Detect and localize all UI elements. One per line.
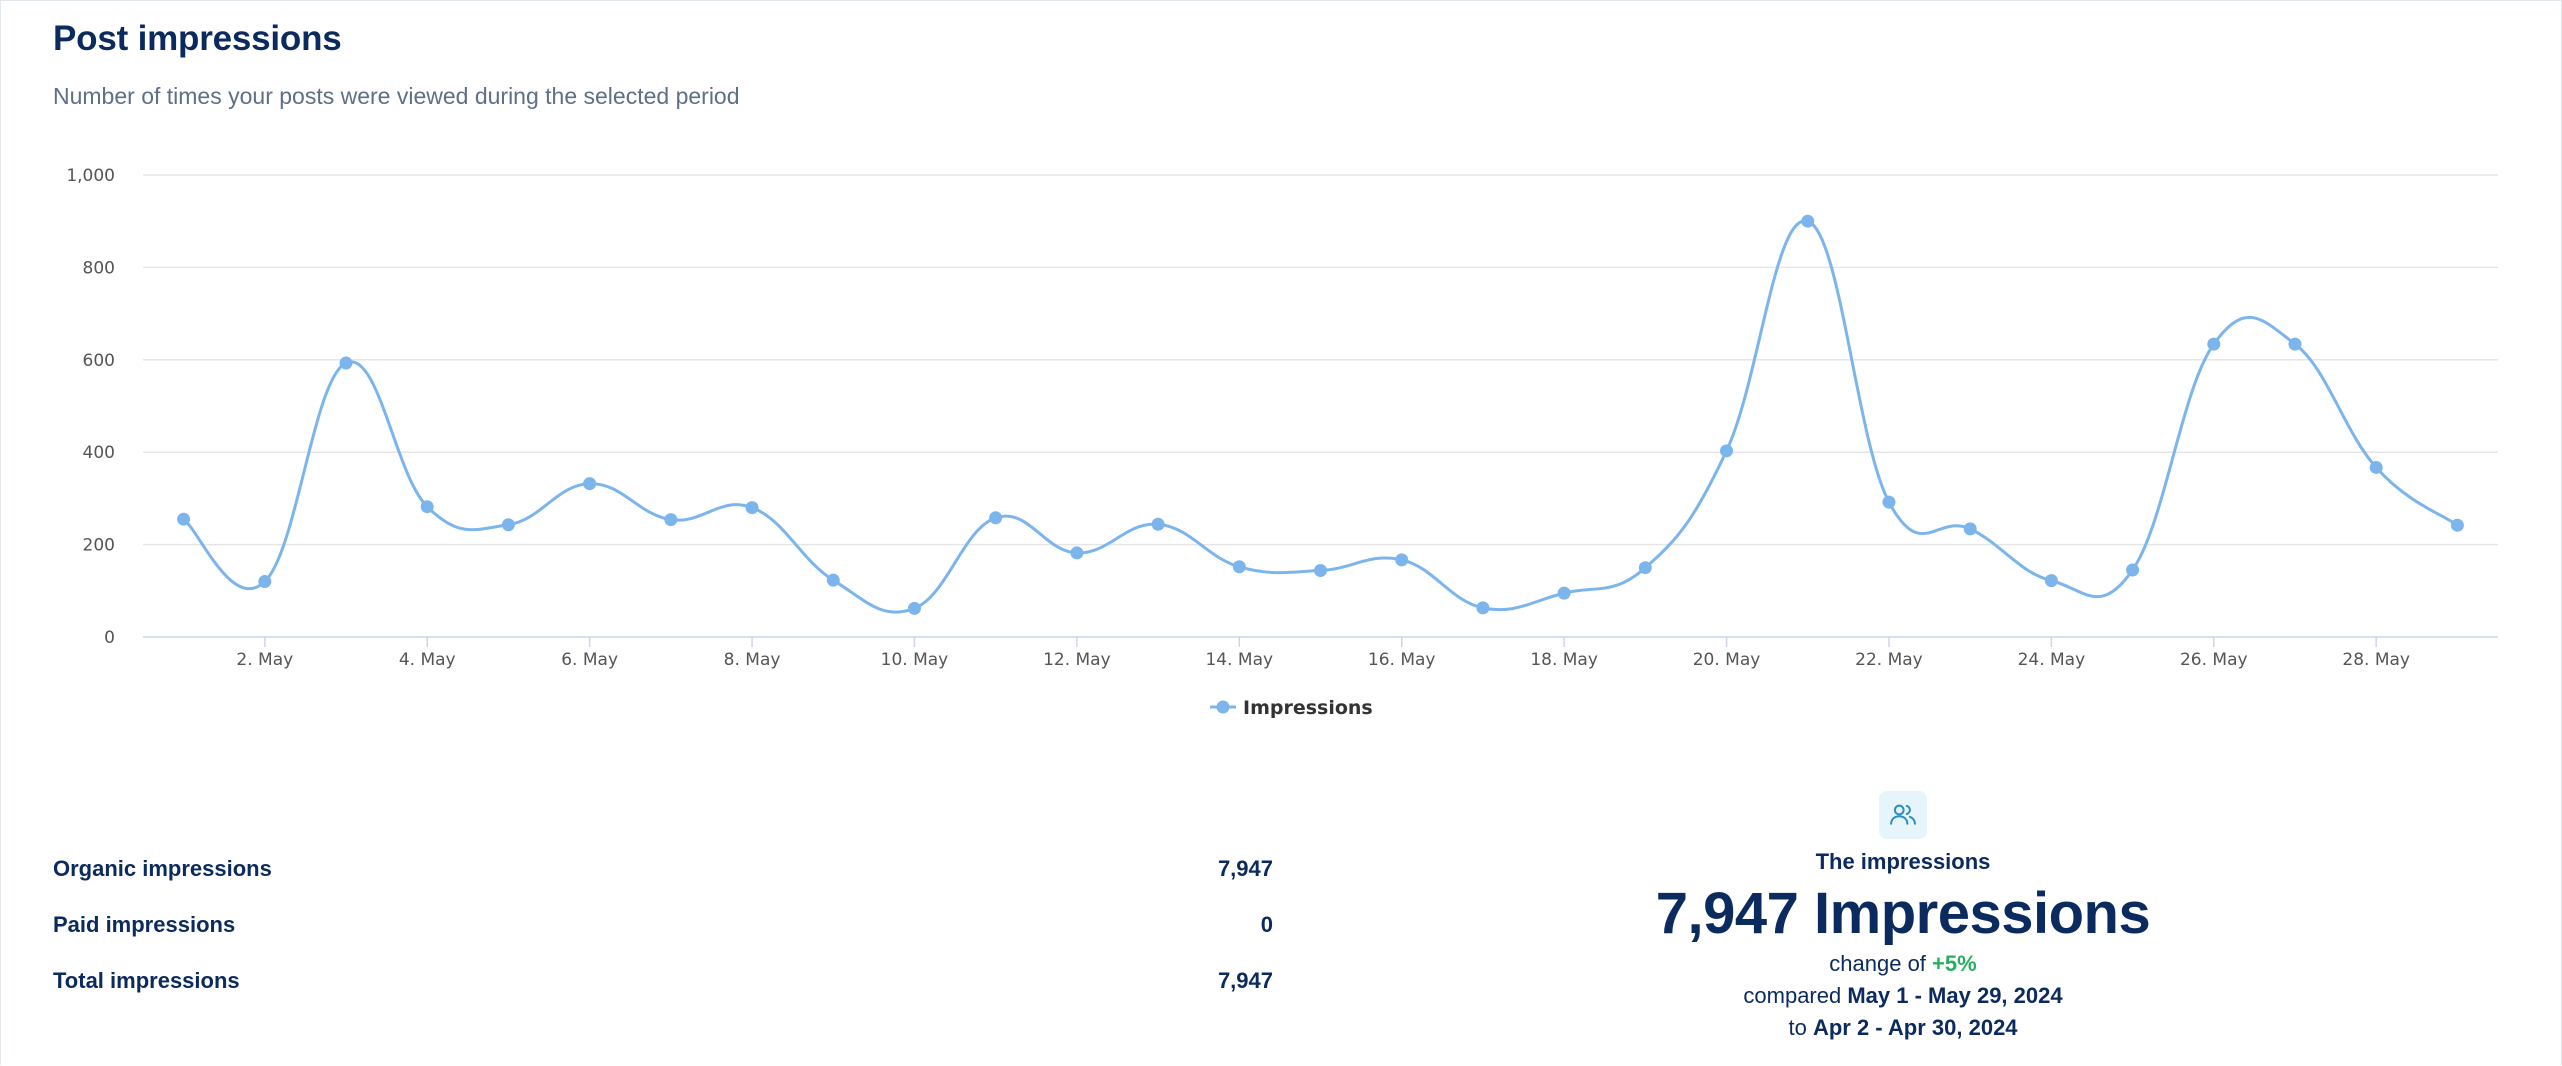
x-tick-label: 24. May [2018, 650, 2086, 670]
data-point [2044, 574, 2058, 588]
x-tick-label: 26. May [2180, 650, 2248, 670]
x-tick-label: 22. May [1855, 650, 1923, 670]
data-point [907, 601, 921, 615]
y-tick-label: 800 [83, 258, 115, 278]
impressions-metrics-table: Organic impressions 7,947 Paid impressio… [53, 841, 1273, 1009]
data-point [1557, 586, 1571, 600]
data-point [1395, 553, 1409, 567]
data-point [339, 356, 353, 370]
previous-period: Apr 2 - Apr 30, 2024 [1812, 1014, 2018, 1040]
data-point [826, 573, 840, 587]
legend-marker [1216, 700, 1230, 714]
change-prefix: change of [1829, 950, 1926, 976]
x-tick-label: 2. May [236, 650, 293, 670]
metric-row-organic: Organic impressions 7,947 [53, 841, 1273, 897]
data-point [1720, 444, 1734, 458]
data-point [1476, 601, 1490, 615]
x-tick-label: 6. May [561, 650, 618, 670]
users-icon [1879, 791, 1927, 839]
data-point [1314, 563, 1327, 577]
data-point [420, 500, 434, 514]
page-title: Post impressions [53, 19, 342, 58]
impressions-summary: The impressions 7,947 Impressions change… [1403, 791, 2403, 1044]
impressions-line-chart: 0 200 400 600 800 1,000 2. May 4. May 6. May 8. M… [66, 166, 2498, 719]
data-point [989, 511, 1003, 525]
summary-label: The impressions [1815, 849, 1991, 874]
change-value: +5% [1932, 950, 1977, 976]
x-tick-label: 28. May [2342, 650, 2410, 670]
summary-compared: compared May 1 - May 29, 2024 [1403, 980, 2403, 1012]
y-tick-label: 200 [83, 536, 115, 556]
x-tick-label: 8. May [724, 650, 781, 670]
x-tick-label: 20. May [1693, 650, 1761, 670]
x-tick-label: 12. May [1043, 650, 1111, 670]
data-point [1638, 561, 1652, 575]
current-period: May 1 - May 29, 2024 [1847, 982, 2063, 1008]
metric-label: Paid impressions [53, 912, 236, 937]
data-point [2288, 337, 2302, 351]
metric-label: Organic impressions [53, 856, 272, 881]
x-tick-label: 4. May [399, 650, 456, 670]
data-point [1801, 214, 1815, 228]
x-tick-label: 18. May [1530, 650, 1598, 670]
page-subtitle: Number of times your posts were viewed d… [53, 83, 740, 109]
data-point [258, 575, 272, 589]
data-point [745, 501, 759, 515]
data-point [1882, 495, 1896, 509]
data-point [583, 477, 597, 491]
summary-change: change of +5% [1403, 948, 2403, 980]
y-tick-label: 0 [104, 628, 115, 648]
data-point [2369, 460, 2383, 474]
series-line-impressions [182, 219, 2459, 614]
to-prefix: to [1788, 1014, 1807, 1040]
metric-label: Total impressions [53, 968, 240, 993]
metric-value: 7,947 [1217, 856, 1273, 881]
compared-prefix: compared [1743, 982, 1842, 1008]
data-point [1151, 517, 1165, 531]
data-point [2207, 337, 2221, 351]
data-point [1963, 522, 1977, 536]
metric-row-paid: Paid impressions 0 [53, 897, 1273, 953]
y-tick-label: 600 [83, 351, 115, 371]
data-point [2450, 518, 2464, 532]
data-point [664, 513, 678, 527]
summary-to: to Apr 2 - Apr 30, 2024 [1403, 1012, 2403, 1044]
legend-label-impressions: Impressions [1243, 697, 1373, 719]
summary-total: 7,947 Impressions [1655, 881, 2151, 946]
data-point [501, 518, 515, 532]
y-tick-label: 1,000 [66, 166, 115, 186]
data-point [177, 512, 191, 526]
x-tick-label: 10. May [881, 650, 949, 670]
data-point [1232, 560, 1246, 574]
x-tick-label: 14. May [1205, 650, 1273, 670]
data-point [1070, 546, 1084, 560]
metric-value: 0 [1260, 912, 1273, 937]
x-tick-label: 16. May [1368, 650, 1436, 670]
data-point [2126, 563, 2140, 577]
y-tick-label: 400 [83, 443, 115, 463]
metric-value: 7,947 [1217, 968, 1273, 993]
metric-row-total: Total impressions 7,947 [53, 953, 1273, 1009]
